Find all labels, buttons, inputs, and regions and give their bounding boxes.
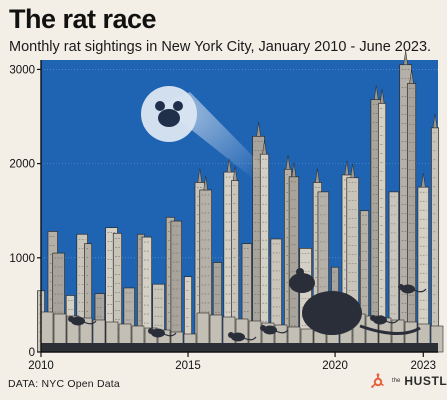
y-tick-label: 2000 (9, 159, 35, 171)
rat-head (68, 316, 74, 322)
building-body (378, 102, 387, 353)
rat-ear (296, 268, 304, 276)
x-tick-label: 2010 (28, 360, 54, 372)
rat-tail (275, 329, 289, 334)
building-spire (373, 85, 379, 100)
building-spire (256, 122, 261, 137)
rat-silhouette-small (370, 315, 399, 325)
rat-silhouette-large (289, 268, 421, 335)
rat-body (263, 325, 277, 335)
building-spire (285, 155, 291, 170)
rat-silhouette-small (68, 316, 97, 326)
source-note: DATA: NYC Open Data (8, 378, 120, 390)
building-spire (203, 175, 208, 191)
building-spire (421, 173, 426, 188)
rat-silhouette-small (398, 284, 427, 294)
rat-signal-body (158, 109, 180, 127)
rat-tail (83, 320, 97, 325)
data-building (406, 69, 417, 353)
y-tick-label: 3000 (9, 64, 35, 76)
rat-tail (413, 288, 427, 293)
building-spire (409, 69, 414, 84)
x-tick-label: 2023 (410, 360, 436, 372)
building-spire (197, 168, 203, 183)
data-building (378, 89, 387, 353)
rat-signal-ear (155, 101, 165, 111)
rat-body (231, 332, 245, 342)
data-building (288, 162, 300, 353)
chart-subtitle: Monthly rat sightings in New York City, … (9, 39, 432, 55)
rat-tail (385, 319, 399, 324)
data-building (431, 113, 440, 353)
chart-title: The rat race (9, 4, 157, 34)
rat-body (373, 315, 387, 325)
rat-tail (359, 324, 421, 335)
y-tick-label: 1000 (9, 253, 35, 265)
rat-head (148, 328, 154, 334)
building-body (431, 127, 440, 353)
rat-head (289, 273, 315, 293)
hubspot-sprocket-icon (371, 373, 384, 388)
rat-head (228, 332, 234, 338)
building-spire (232, 166, 238, 181)
rat-body (302, 291, 362, 335)
rat-tail (163, 332, 177, 337)
building-spire (291, 162, 297, 178)
brand-prefix: the (392, 378, 401, 384)
rat-head (370, 315, 376, 321)
rat-body (151, 328, 165, 338)
building-spire (403, 50, 408, 65)
rat-head (398, 284, 404, 290)
rat-body (401, 284, 415, 294)
rat-body (71, 316, 85, 326)
y-tick-label: 0 (29, 347, 35, 359)
building-spire (432, 113, 438, 129)
building-spire (226, 158, 232, 173)
brand-logo: the HUSTLE (370, 373, 447, 389)
building-spire (379, 89, 385, 104)
building-spire (350, 163, 356, 178)
rat-signal-ear (173, 101, 183, 111)
rat-head (260, 325, 266, 331)
rat-silhouette-small (228, 332, 257, 342)
street-strip (41, 343, 438, 352)
building-body (406, 83, 417, 353)
x-tick-label: 2020 (322, 360, 348, 372)
rat-tail (243, 336, 257, 341)
brand-name: HUSTLE (404, 374, 447, 388)
rat-silhouette-small (148, 328, 177, 338)
x-tick-label: 2015 (175, 360, 201, 372)
building-body (288, 176, 300, 353)
rat-silhouette-small (260, 325, 289, 335)
building-spire (344, 160, 350, 176)
building-spire (315, 168, 320, 183)
building-spire (262, 140, 267, 155)
